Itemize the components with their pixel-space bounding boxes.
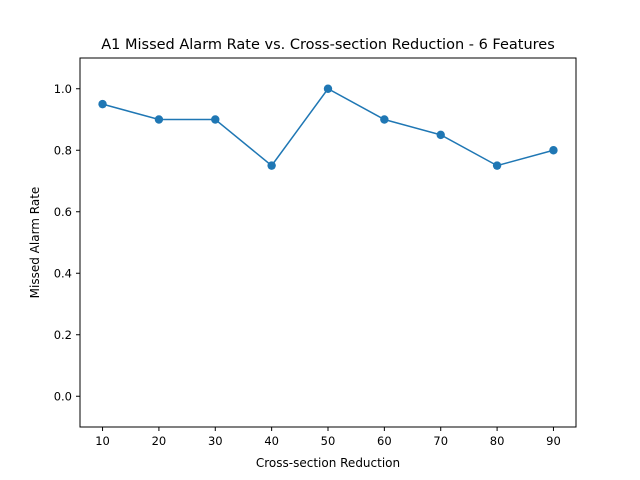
plot-frame <box>79 57 577 428</box>
data-point <box>549 146 558 155</box>
series-layer <box>98 84 558 170</box>
data-point <box>323 84 333 93</box>
y-tick-label: 0.2 <box>54 328 72 342</box>
data-point <box>492 161 502 170</box>
data-point <box>154 115 164 124</box>
x-tick-label: 30 <box>208 434 223 448</box>
x-tick-label: 80 <box>490 434 505 448</box>
plot-area <box>79 57 577 428</box>
y-tick-label: 0.8 <box>54 143 72 157</box>
x-axis-label: Cross-section Reduction <box>256 456 400 470</box>
y-tick-label: 0.0 <box>54 389 72 403</box>
y-tick-label: 0.4 <box>54 266 72 280</box>
x-tick-label: 10 <box>95 434 110 448</box>
x-tick-label: 20 <box>152 434 167 448</box>
y-tick-label: 0.6 <box>54 205 72 219</box>
x-tick-label: 70 <box>433 434 448 448</box>
y-axis: 0.0 0.2 0.4 0.6 0.8 1.0 <box>54 82 80 403</box>
chart-title: A1 Missed Alarm Rate vs. Cross-section R… <box>101 37 555 53</box>
data-point <box>380 115 389 124</box>
data-point <box>267 161 276 170</box>
x-tick-label: 40 <box>264 434 279 448</box>
x-tick-label: 60 <box>377 434 392 448</box>
data-point <box>211 115 220 124</box>
x-tick-label: 50 <box>321 434 336 448</box>
x-tick-label: 90 <box>546 434 561 448</box>
series-line <box>102 87 554 167</box>
data-point <box>436 130 445 140</box>
data-point <box>98 99 107 109</box>
x-axis: 10 20 30 40 50 60 70 80 90 <box>95 427 561 448</box>
y-tick-label: 1.0 <box>54 82 72 96</box>
y-axis-label: Missed Alarm Rate <box>28 187 42 299</box>
